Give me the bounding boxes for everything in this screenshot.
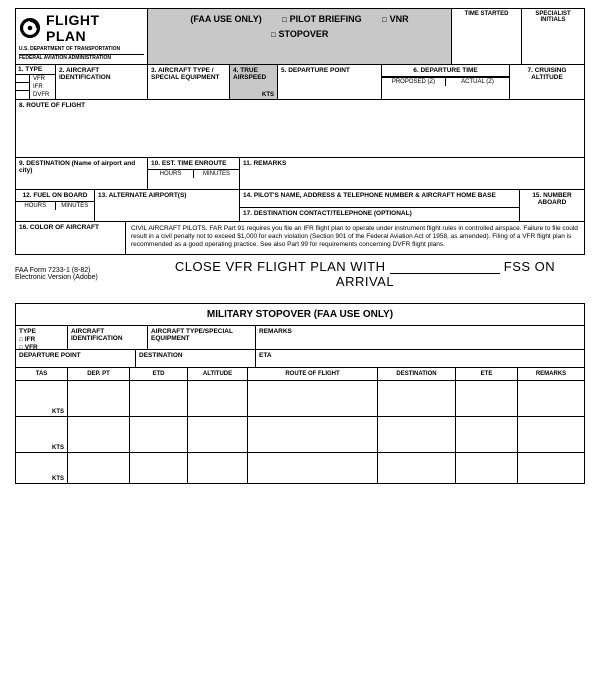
field-7-cruise: 7. CRUISING ALTITUDE xyxy=(510,65,584,100)
form-id: FAA Form 7233-1 (8-82) xyxy=(15,267,145,274)
mil-type: TYPE ☐ IFR ☐ VFR xyxy=(16,326,68,350)
field-5-departure: 5. DEPARTURE POINT xyxy=(278,65,382,100)
field-1-type: 1. TYPE VFR IFR DVFR xyxy=(16,65,56,100)
stopover-label: STOPOVER xyxy=(279,29,329,39)
mil-data-row: KTS xyxy=(16,417,584,453)
form-version: Electronic Version (Adobe) xyxy=(15,274,145,281)
field-14-pilot: 14. PILOT'S NAME, ADDRESS & TELEPHONE NU… xyxy=(240,190,520,222)
form-title: FLIGHT PLAN xyxy=(46,12,144,44)
mil-eta: ETA xyxy=(256,350,584,368)
field-16-color: 16. COLOR OF AIRCRAFT xyxy=(16,222,126,254)
mil-ident: AIRCRAFT IDENTIFICATION xyxy=(68,326,148,350)
faa-use-label: (FAA USE ONLY) xyxy=(190,14,261,25)
footer: FAA Form 7233-1 (8-82) Electronic Versio… xyxy=(15,259,585,289)
field-9-destination: 9. DESTINATION (Name of airport and city… xyxy=(16,158,148,190)
faa-use-block: (FAA USE ONLY) ☐ PILOT BRIEFING ☐ VNR ☐ … xyxy=(148,9,452,65)
mil-data-row: KTS xyxy=(16,453,584,483)
field-11-remarks: 11. REMARKS xyxy=(240,158,584,190)
logo-block: FLIGHT PLAN U.S. DEPARTMENT OF TRANSPORT… xyxy=(16,9,148,65)
notice-text: CIVIL AIRCRAFT PILOTS. FAR Part 91 requi… xyxy=(126,222,584,254)
field-3-actype: 3. AIRCRAFT TYPE / SPECIAL EQUIPMENT xyxy=(148,65,230,100)
dept-line-1: U.S. DEPARTMENT OF TRANSPORTATION xyxy=(19,46,144,52)
field-12-fuel: 12. FUEL ON BOARD HOURSMINUTES xyxy=(16,190,95,222)
pilot-briefing-label: PILOT BRIEFING xyxy=(290,14,362,24)
mil-table-header: TAS DEP. PT ETD ALTITUDE ROUTE OF FLIGHT… xyxy=(16,368,584,381)
mil-destination: DESTINATION xyxy=(136,350,256,368)
fss-blank[interactable] xyxy=(390,262,500,274)
field-13-alternate: 13. ALTERNATE AIRPORT(S) xyxy=(95,190,240,222)
field-8-route: 8. ROUTE OF FLIGHT xyxy=(16,100,584,158)
military-stopover-form: MILITARY STOPOVER (FAA USE ONLY) TYPE ☐ … xyxy=(15,303,585,484)
mil-remarks: REMARKS xyxy=(256,326,584,350)
dept-line-2: FEDERAL AVIATION ADMINISTRATION xyxy=(19,54,144,61)
field-4-airspeed: 4. TRUE AIRSPEED KTS xyxy=(230,65,278,100)
field-15-aboard: 15. NUMBER ABOARD xyxy=(520,190,584,222)
specialist-initials-cell: SPECIALIST INITIALS xyxy=(522,9,584,65)
mil-equip: AIRCRAFT TYPE/SPECIAL EQUIPMENT xyxy=(148,326,256,350)
time-started-cell: TIME STARTED xyxy=(452,9,522,65)
close-vfr-pre: CLOSE VFR FLIGHT PLAN WITH xyxy=(175,259,386,274)
field-6-deptime: 6. DEPARTURE TIME PROPOSED (Z) ACTUAL (Z… xyxy=(382,65,510,100)
mil-data-row: KTS xyxy=(16,381,584,417)
dot-logo-icon xyxy=(19,17,41,39)
field-2-ident: 2. AIRCRAFT IDENTIFICATION xyxy=(56,65,148,100)
field-10-enroute: 10. EST. TIME ENROUTE HOURSMINUTES xyxy=(148,158,240,190)
mil-dep-point: DEPARTURE POINT xyxy=(16,350,136,368)
military-title: MILITARY STOPOVER (FAA USE ONLY) xyxy=(16,304,584,326)
vnr-label: VNR xyxy=(390,14,409,24)
flight-plan-form: FLIGHT PLAN U.S. DEPARTMENT OF TRANSPORT… xyxy=(15,8,585,255)
